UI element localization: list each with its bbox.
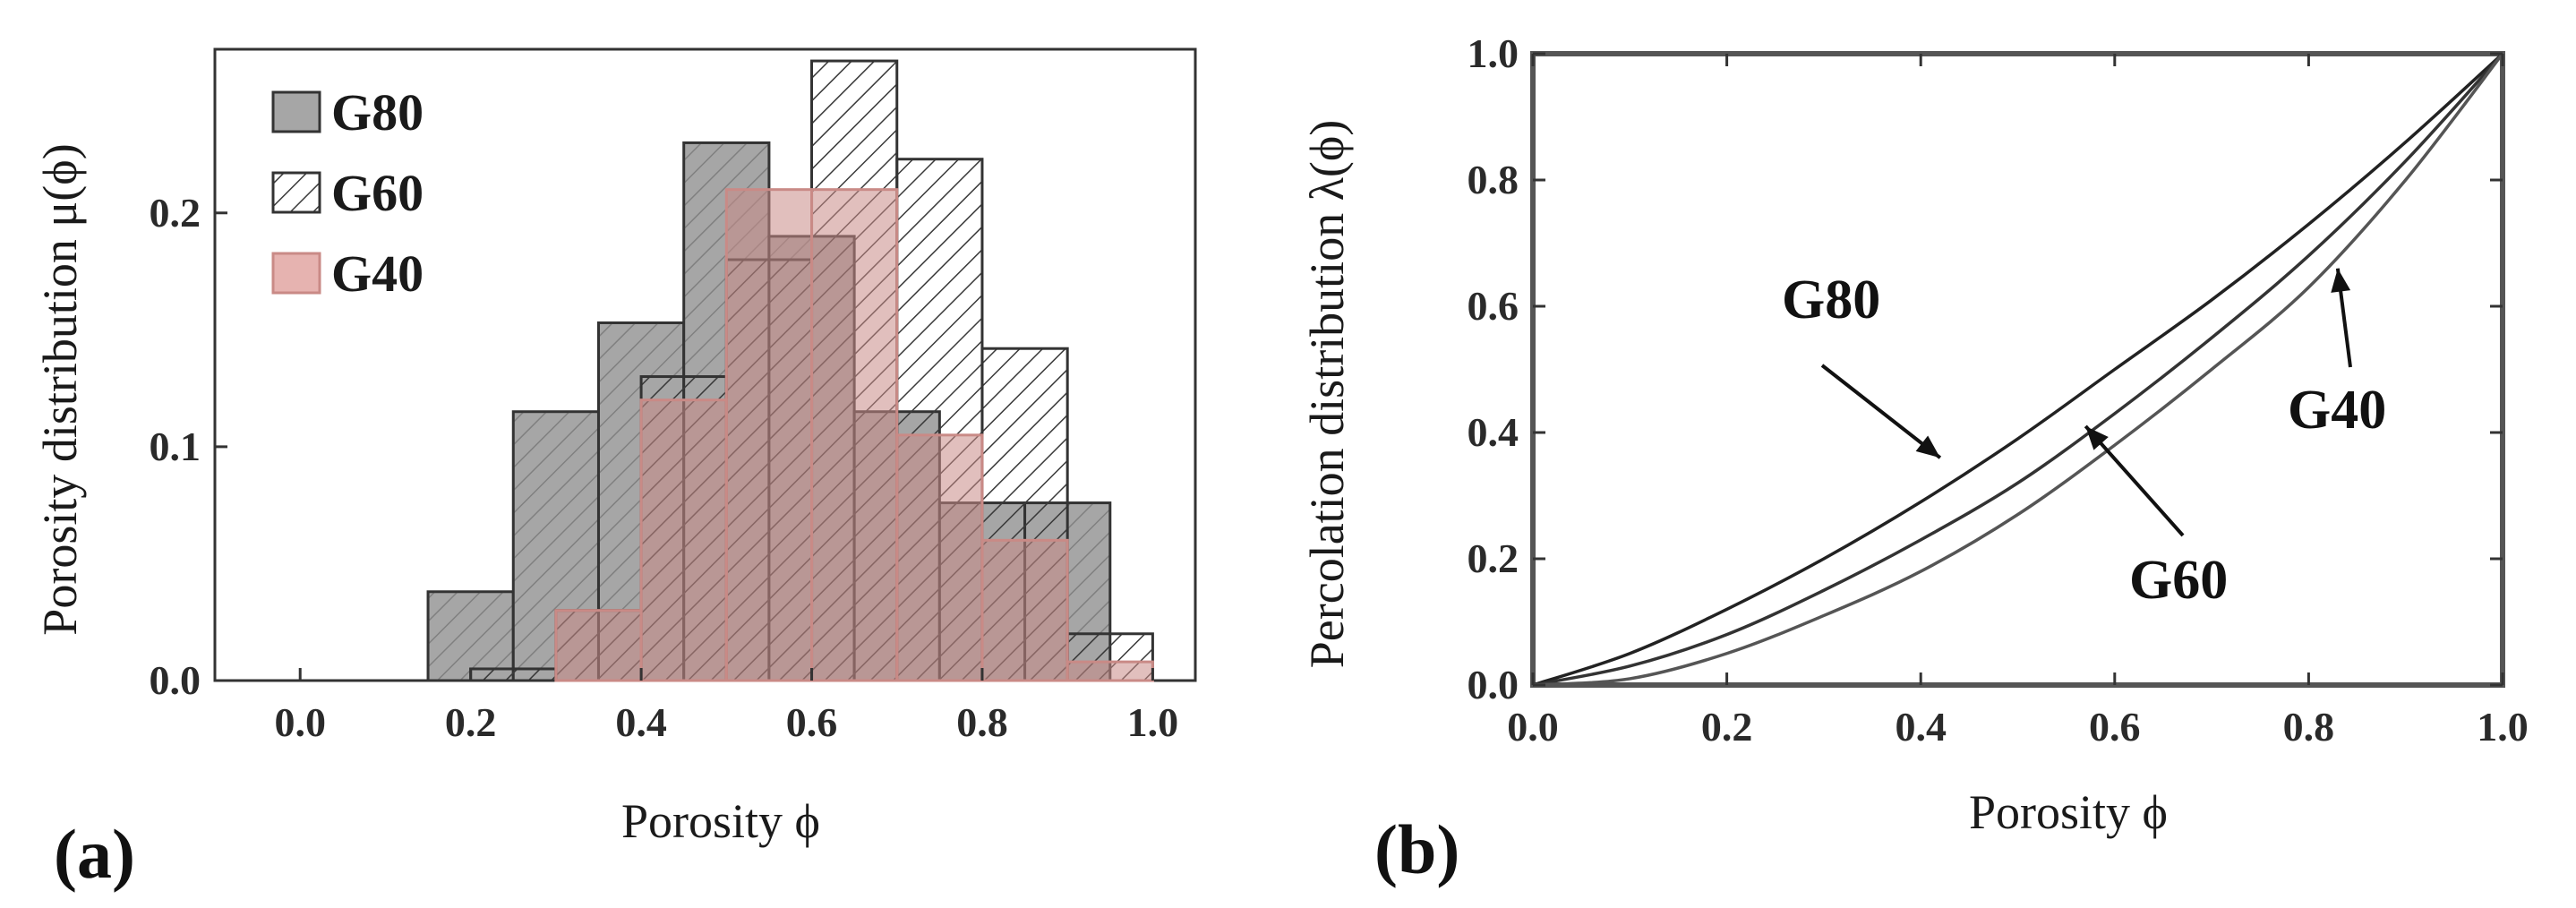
legend-swatch-g60 <box>271 171 321 214</box>
x-tick-label: 0.8 <box>2283 704 2335 750</box>
histogram-bars <box>426 59 1154 682</box>
arrowhead-icon <box>2331 268 2351 293</box>
annotation-arrow <box>1820 364 1942 459</box>
bar-g40 <box>724 188 814 682</box>
percolation-panel: 0.0 0.2 0.4 0.6 0.8 1.0 0.0 0.2 0.4 0.6 0.8 1.0 G8… <box>1300 30 2529 888</box>
y-axis-label: Porosity distribution μ(ϕ) <box>33 143 87 635</box>
x-axis-ticks: 0.0 0.2 0.4 0.6 0.8 1.0 <box>274 668 1178 745</box>
y-tick-label: 0.6 <box>1468 283 1519 329</box>
legend-swatch-g40 <box>271 252 321 295</box>
x-tick-label: 0.2 <box>445 699 497 745</box>
y-tick-label: 0.1 <box>150 424 201 469</box>
annotation-g80: G80 <box>1782 270 1880 330</box>
x-axis-label: Porosity ϕ <box>1969 785 2168 839</box>
x-tick-label: 1.0 <box>1127 699 1179 745</box>
curve-g60 <box>1532 52 2504 687</box>
x-tick-label: 0.6 <box>2089 704 2141 750</box>
bar-g40 <box>980 538 1069 682</box>
bar-g60 <box>469 667 558 682</box>
x-tick-label: 1.0 <box>2477 704 2529 750</box>
x-tick-label: 0.4 <box>615 699 667 745</box>
annotation-g40: G40 <box>2288 380 2386 441</box>
y-tick-label: 1.0 <box>1468 30 1519 76</box>
y-tick-label: 0.0 <box>150 657 201 703</box>
y-tick-label: 0.2 <box>1468 535 1519 581</box>
legend: G80 G60 G40 <box>271 83 424 303</box>
y-axis-label: Percolation distribution λ(ϕ) <box>1300 120 1354 669</box>
x-axis-ticks: 0.0 0.2 0.4 0.6 0.8 1.0 <box>1507 54 2529 750</box>
y-tick-label: 0.4 <box>1468 409 1519 455</box>
panel-label-a: (a) <box>54 815 135 893</box>
legend-label-g80: G80 <box>331 83 424 141</box>
legend-swatch-g80 <box>271 90 321 133</box>
y-axis-ticks: 0.0 0.1 0.2 <box>150 190 227 703</box>
x-axis-label: Porosity ϕ <box>621 794 820 848</box>
y-tick-label: 0.8 <box>1468 157 1519 202</box>
bar-g40 <box>810 188 899 682</box>
annotation-arrow <box>2084 424 2185 537</box>
x-tick-label: 0.0 <box>1507 704 1559 750</box>
x-tick-label: 0.8 <box>956 699 1008 745</box>
curve-annotations: G80 G60 G40 <box>1782 268 2386 611</box>
y-tick-label: 0.0 <box>1468 662 1519 707</box>
bar-g40 <box>639 398 728 682</box>
bar-g80-hatch <box>428 591 514 681</box>
y-axis-ticks: 0.0 0.2 0.4 0.6 0.8 1.0 <box>1468 30 2503 707</box>
arrowhead-icon <box>2085 425 2109 450</box>
histogram-panel: 0.0 0.2 0.4 0.6 0.8 1.0 0.0 0.1 0.2 G80 G60 G40… <box>33 47 1197 893</box>
x-tick-label: 0.6 <box>786 699 838 745</box>
percolation-curves <box>1532 52 2504 687</box>
y-tick-label: 0.2 <box>150 190 201 236</box>
annotation-g60: G60 <box>2129 550 2228 611</box>
bar-g40 <box>1065 660 1154 682</box>
plot-frame <box>1530 51 2505 688</box>
legend-label-g60: G60 <box>331 164 424 222</box>
legend-label-g40: G40 <box>331 244 424 303</box>
x-tick-label: 0.2 <box>1701 704 1753 750</box>
curve-g80 <box>1532 52 2504 687</box>
bar-g40 <box>895 433 984 682</box>
curve-g40 <box>1532 52 2504 687</box>
x-tick-label: 0.4 <box>1895 704 1947 750</box>
panel-label-b: (b) <box>1374 810 1459 888</box>
bar-g40 <box>554 609 643 682</box>
x-tick-label: 0.0 <box>274 699 326 745</box>
arrowhead-icon <box>1915 435 1940 458</box>
